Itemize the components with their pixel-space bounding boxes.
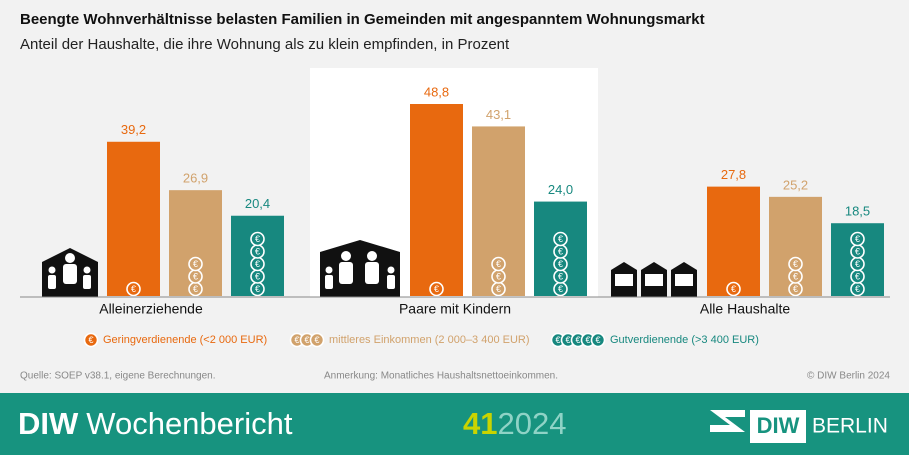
coin-symbol: € [496, 259, 501, 269]
chart-title: Beengte Wohnverhältnisse belasten Famili… [20, 11, 705, 28]
remark-note: Anmerkung: Monatliches Haushaltsnettoein… [324, 371, 558, 382]
value-label: 24,0 [548, 182, 573, 197]
bar [707, 186, 760, 296]
coin [553, 231, 568, 247]
coin [309, 332, 325, 348]
logo-right: BERLIN [812, 415, 888, 438]
category-label: Paare mit Kindern [399, 301, 511, 317]
coin [726, 281, 741, 297]
coin-symbol: € [731, 284, 736, 294]
coin-symbol: € [255, 246, 260, 256]
copyright: © DIW Berlin 2024 [807, 371, 890, 382]
publication: Wochenbericht [86, 406, 293, 441]
value-label: 26,9 [183, 171, 208, 186]
year: 2024 [497, 406, 566, 441]
bar [410, 104, 463, 296]
coin-symbol: € [294, 335, 299, 345]
footer-issue: 412024 [463, 406, 566, 441]
source-note: Quelle: SOEP v38.1, eigene Berechnungen. [20, 371, 216, 382]
coin-symbol: € [855, 234, 860, 244]
coin-symbol: € [855, 271, 860, 281]
coin-symbol: € [565, 335, 570, 345]
coin [188, 256, 203, 272]
value-label: 20,4 [245, 196, 270, 211]
coin-symbol: € [193, 259, 198, 269]
coin-symbol: € [558, 246, 563, 256]
coin-symbol: € [314, 335, 319, 345]
coin-symbol: € [255, 284, 260, 294]
icon-single-parent [42, 248, 98, 297]
icon-houses [611, 262, 697, 297]
coin-symbol: € [558, 234, 563, 244]
logo-box [750, 410, 806, 443]
coin [250, 231, 265, 247]
coin [491, 256, 506, 272]
legend-label: Gutverdienende (>3 400 EUR) [610, 334, 759, 346]
coin-symbol: € [793, 259, 798, 269]
coin [590, 332, 606, 348]
coin-symbol: € [558, 259, 563, 269]
coin-symbol: € [193, 271, 198, 281]
coin-symbol: € [88, 335, 93, 345]
logo-mark [710, 410, 745, 432]
value-label: 48,8 [424, 84, 449, 99]
coin-symbol: € [255, 271, 260, 281]
coin-symbol: € [793, 271, 798, 281]
value-label: 43,1 [486, 107, 511, 122]
footer-title: DIW Wochenbericht [18, 406, 293, 441]
legend-label: mittleres Einkommen (2 000–3 400 EUR) [329, 334, 530, 346]
coin-symbol: € [855, 246, 860, 256]
value-label: 27,8 [721, 167, 746, 182]
coin [429, 281, 444, 297]
coin-symbol: € [255, 259, 260, 269]
coin-symbol: € [575, 335, 580, 345]
coin-symbol: € [304, 335, 309, 345]
coin [83, 332, 99, 348]
coin [126, 281, 141, 297]
logo: DIW BERLIN [710, 410, 888, 443]
coin-symbol: € [193, 284, 198, 294]
legend-label: Geringverdienende (<2 000 EUR) [103, 334, 267, 346]
value-label: 18,5 [845, 204, 870, 219]
coin-symbol: € [855, 284, 860, 294]
coin-symbol: € [585, 335, 590, 345]
icon-couple [320, 240, 400, 297]
category-label: Alleinerziehende [99, 301, 203, 317]
coin-symbol: € [255, 234, 260, 244]
coin-symbol: € [595, 335, 600, 345]
value-label: 39,2 [121, 122, 146, 137]
logo-left: DIW [757, 413, 800, 438]
brand: DIW [18, 406, 79, 441]
category-label: Alle Haushalte [700, 301, 790, 317]
coin-symbol: € [555, 335, 560, 345]
coin-symbol: € [496, 284, 501, 294]
coin-symbol: € [793, 284, 798, 294]
chart-subtitle: Anteil der Haushalte, die ihre Wohnung a… [20, 36, 510, 53]
issue: 41 [463, 406, 497, 441]
value-label: 25,2 [783, 177, 808, 192]
coin [788, 256, 803, 272]
coin-symbol: € [558, 271, 563, 281]
bar [107, 141, 160, 296]
coin-symbol: € [496, 271, 501, 281]
coin [850, 231, 865, 247]
coin-symbol: € [131, 284, 136, 294]
coin-symbol: € [434, 284, 439, 294]
coin-symbol: € [855, 259, 860, 269]
coin-symbol: € [558, 284, 563, 294]
